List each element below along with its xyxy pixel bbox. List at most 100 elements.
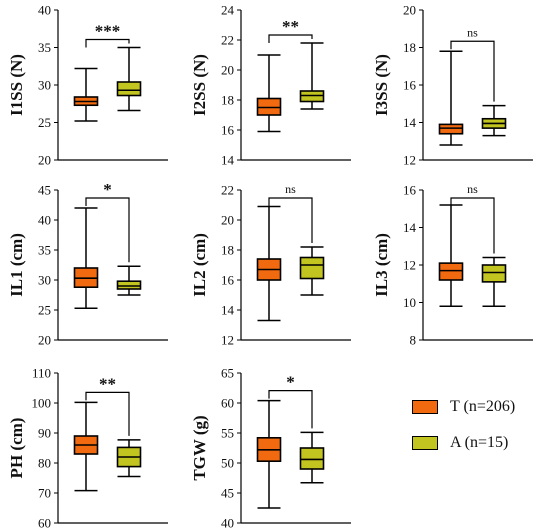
iqr-box — [116, 280, 142, 290]
y-tick-label: 22 — [221, 33, 234, 48]
significance-bracket — [450, 197, 495, 254]
y-tick-label: 16 — [221, 273, 235, 288]
y-axis-label: PH (cm) — [7, 418, 26, 479]
legend-swatch-a — [412, 436, 438, 450]
y-tick-label: 35 — [38, 243, 51, 258]
y-tick-label: 18 — [221, 93, 234, 108]
panel-il3: 8 10 12 14 16 IL3 (cm) ns — [372, 182, 533, 348]
panel-il1: 20 25 30 35 40 45 IL1 (cm) * — [7, 180, 168, 348]
y-tick-label: 50 — [221, 456, 234, 471]
y-axis-label: I3SS (N) — [372, 54, 391, 116]
y-tick-label: 45 — [221, 486, 234, 501]
y-tick-label: 90 — [38, 426, 51, 441]
significance-label: ** — [99, 374, 116, 393]
box-a — [116, 265, 142, 296]
box-a — [299, 42, 325, 110]
box-t — [438, 204, 464, 307]
significance-bracket — [268, 197, 313, 243]
box-a — [299, 246, 325, 296]
y-tick-label: 110 — [32, 366, 51, 381]
iqr-box — [299, 256, 325, 280]
y-tick-label: 20 — [38, 153, 51, 168]
y-tick-label: 20 — [403, 3, 416, 18]
y-tick-label: 16 — [221, 123, 235, 138]
iqr-box — [299, 447, 325, 470]
iqr-box — [438, 262, 464, 281]
panel-i3ss: 12 14 16 18 20 I3SS (N) ns — [372, 3, 533, 168]
y-tick-label: 20 — [221, 63, 234, 78]
significance-label: ns — [285, 182, 296, 196]
y-tick-label: 12 — [403, 153, 416, 168]
significance-bracket — [85, 38, 130, 48]
y-axis-label: I1SS (N) — [7, 54, 26, 116]
y-tick-label: 8 — [410, 333, 417, 348]
y-tick-label: 16 — [403, 78, 417, 93]
y-tick-label: 22 — [221, 183, 234, 198]
y-tick-label: 14 — [403, 115, 417, 130]
y-tick-label: 14 — [221, 153, 235, 168]
y-tick-label: 60 — [221, 396, 234, 411]
y-tick-label: 60 — [38, 516, 51, 531]
y-tick-label: 40 — [38, 213, 51, 228]
y-tick-label: 14 — [221, 303, 235, 318]
y-axis-label: IL2 (cm) — [190, 233, 209, 297]
y-tick-label: 45 — [38, 183, 51, 198]
y-tick-label: 18 — [221, 243, 234, 258]
panel-il2: 12 14 16 18 20 22 IL2 (cm) ns — [190, 182, 351, 348]
y-tick-label: 70 — [38, 486, 51, 501]
significance-bracket — [85, 391, 130, 436]
significance-bracket — [268, 34, 313, 43]
y-tick-label: 24 — [221, 3, 235, 18]
legend-label-t: T (n=206) — [450, 398, 516, 415]
y-tick-label: 25 — [38, 303, 51, 318]
box-t — [73, 401, 99, 492]
iqr-box — [116, 81, 142, 97]
box-t — [73, 67, 99, 122]
y-tick-label: 80 — [38, 456, 51, 471]
box-t — [73, 207, 99, 309]
y-tick-label: 40 — [221, 516, 234, 531]
y-tick-label: 30 — [38, 273, 51, 288]
y-tick-label: 12 — [221, 333, 234, 348]
box-t — [256, 54, 282, 133]
legend-item-a: A (n=15) — [412, 432, 547, 454]
y-tick-label: 12 — [403, 258, 416, 273]
box-t — [256, 399, 282, 509]
y-tick-label: 100 — [32, 396, 52, 411]
significance-label: *** — [95, 22, 121, 41]
significance-label: ns — [467, 182, 478, 196]
y-tick-label: 30 — [38, 78, 51, 93]
significance-bracket — [85, 197, 130, 263]
y-axis-label: TGW (g) — [190, 415, 209, 480]
significance-label: ns — [467, 25, 478, 39]
box-a — [299, 431, 325, 484]
y-tick-label: 65 — [221, 366, 234, 381]
box-a — [481, 104, 507, 137]
y-tick-label: 20 — [221, 213, 234, 228]
legend-swatch-t — [412, 400, 438, 414]
y-tick-label: 40 — [38, 3, 51, 18]
iqr-box — [438, 123, 464, 135]
y-tick-label: 20 — [38, 333, 51, 348]
y-tick-label: 16 — [403, 183, 417, 198]
box-t — [256, 205, 282, 322]
panel-i1ss: 20 25 30 35 40 I1SS (N) *** — [7, 3, 168, 168]
y-tick-label: 10 — [403, 295, 416, 310]
panel-i2ss: 14 16 18 20 22 24 I2SS (N) ** — [190, 3, 351, 168]
box-a — [481, 256, 507, 307]
box-t — [438, 50, 464, 146]
panel-tgw: 40 45 50 55 60 65 TGW (g) * — [190, 366, 351, 531]
significance-bracket — [268, 390, 313, 429]
legend-label-a: A (n=15) — [450, 434, 509, 451]
y-axis-label: I2SS (N) — [190, 54, 209, 116]
iqr-box — [481, 264, 507, 283]
y-axis-label: IL1 (cm) — [7, 233, 26, 297]
legend-item-t: T (n=206) — [412, 396, 547, 418]
legend: T (n=206) A (n=15) — [412, 396, 547, 468]
y-tick-label: 25 — [38, 115, 51, 130]
significance-label: * — [286, 373, 295, 392]
y-axis-label: IL3 (cm) — [372, 233, 391, 297]
significance-label: ** — [282, 17, 299, 36]
significance-bracket — [450, 40, 495, 102]
